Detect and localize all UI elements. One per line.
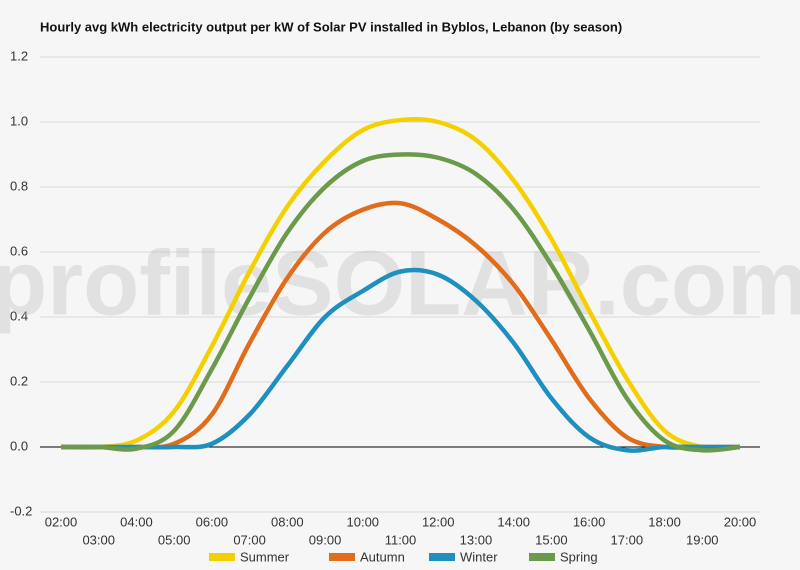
x-tick-label: 10:00 <box>347 514 380 529</box>
x-tick-label: 03:00 <box>82 532 115 547</box>
legend-label: Summer <box>240 549 290 564</box>
x-tick-label: 19:00 <box>686 532 719 547</box>
legend-label: Autumn <box>360 549 405 564</box>
x-tick-label: 08:00 <box>271 514 304 529</box>
x-tick-label: 02:00 <box>45 514 78 529</box>
y-tick-label: 0.0 <box>10 438 28 453</box>
x-tick-label: 17:00 <box>611 532 644 547</box>
x-tick-label: 06:00 <box>196 514 229 529</box>
x-tick-label: 11:00 <box>385 532 417 547</box>
legend-label: Spring <box>560 549 598 564</box>
y-tick-label: 0.8 <box>10 178 28 193</box>
x-tick-label: 18:00 <box>648 514 681 529</box>
series-line <box>61 200 740 450</box>
legend-swatch <box>329 553 355 561</box>
y-tick-label: 0.6 <box>10 243 28 258</box>
y-tick-label: 1.0 <box>10 113 28 128</box>
series-line <box>60 116 741 451</box>
x-tick-label: 09:00 <box>309 532 342 547</box>
legend-label: Winter <box>460 549 498 564</box>
y-tick-label: 0.4 <box>10 308 28 323</box>
x-tick-label: 07:00 <box>233 532 266 547</box>
x-tick-label: 13:00 <box>460 532 493 547</box>
x-tick-label: 12:00 <box>422 514 455 529</box>
legend-swatch <box>429 553 455 561</box>
x-tick-label: 20:00 <box>724 514 757 529</box>
legend-swatch <box>529 553 555 561</box>
chart-title: Hourly avg kWh electricity output per kW… <box>40 19 622 34</box>
series-line <box>60 152 741 453</box>
x-tick-label: 14:00 <box>497 514 530 529</box>
x-tick-label: 15:00 <box>535 532 568 547</box>
x-tick-label: 16:00 <box>573 514 606 529</box>
x-tick-label: 05:00 <box>158 532 191 547</box>
y-tick-label: 1.2 <box>10 48 28 63</box>
series-line <box>61 267 740 453</box>
legend-swatch <box>209 553 235 561</box>
x-tick-label: 04:00 <box>120 514 153 529</box>
watermark: profileSOLAR.com <box>0 232 800 334</box>
y-tick-label: -0.2 <box>10 503 32 518</box>
y-tick-label: 0.2 <box>10 373 28 388</box>
